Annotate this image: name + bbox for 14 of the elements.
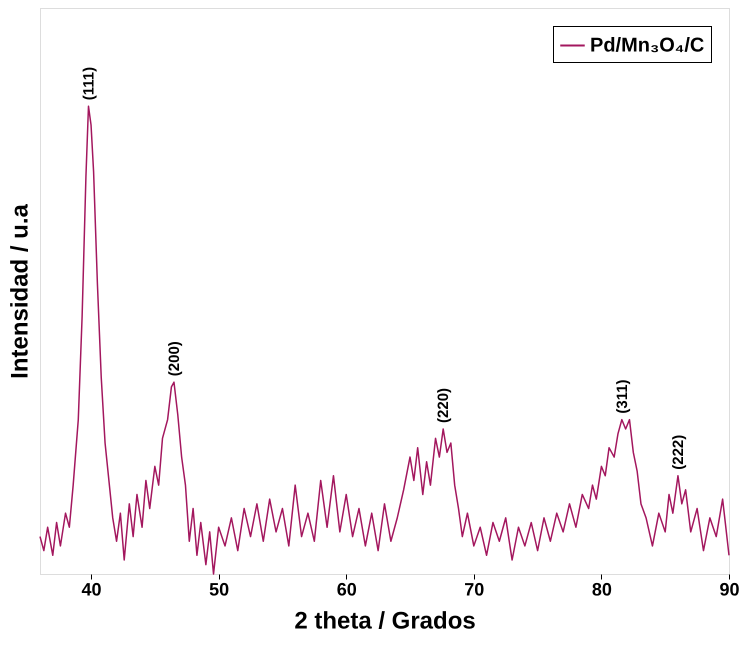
x-axis-title: 2 theta / Grados <box>294 608 476 634</box>
annotation: (222) <box>670 434 687 470</box>
x-tick-label: 50 <box>209 580 230 600</box>
x-tick-label: 40 <box>82 580 102 600</box>
annotation: (111) <box>80 66 98 100</box>
x-tick-label: 90 <box>719 580 740 600</box>
x-tick-label: 80 <box>592 580 612 600</box>
annotation: (220) <box>435 388 452 423</box>
annotation: (200) <box>166 341 183 376</box>
y-axis-title: Intensidad / u.a <box>6 204 34 379</box>
annotation: (311) <box>614 379 631 414</box>
x-tick-label: 60 <box>336 580 357 600</box>
x-tick-label: 70 <box>464 580 484 600</box>
legend-label: Pd/Mn₃O₄/C <box>590 34 704 56</box>
